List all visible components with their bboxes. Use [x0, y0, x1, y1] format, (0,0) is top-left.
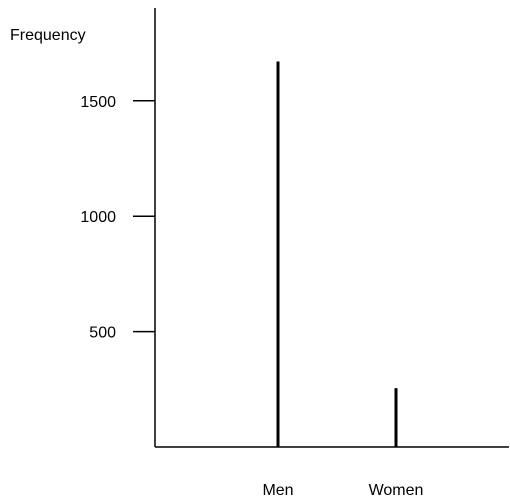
x-tick-label: Men — [262, 482, 293, 499]
y-ticks: 500 1000 1500 — [80, 94, 155, 342]
bars — [276, 61, 398, 447]
x-tick-label: Women — [369, 482, 424, 499]
y-axis-label: Frequency — [10, 27, 86, 44]
x-tick-labels: Men Women — [262, 482, 423, 499]
y-tick-label: 1500 — [80, 94, 116, 111]
axes — [154, 8, 509, 448]
y-tick-label: 500 — [89, 325, 116, 342]
y-tick-label: 1000 — [80, 209, 116, 226]
